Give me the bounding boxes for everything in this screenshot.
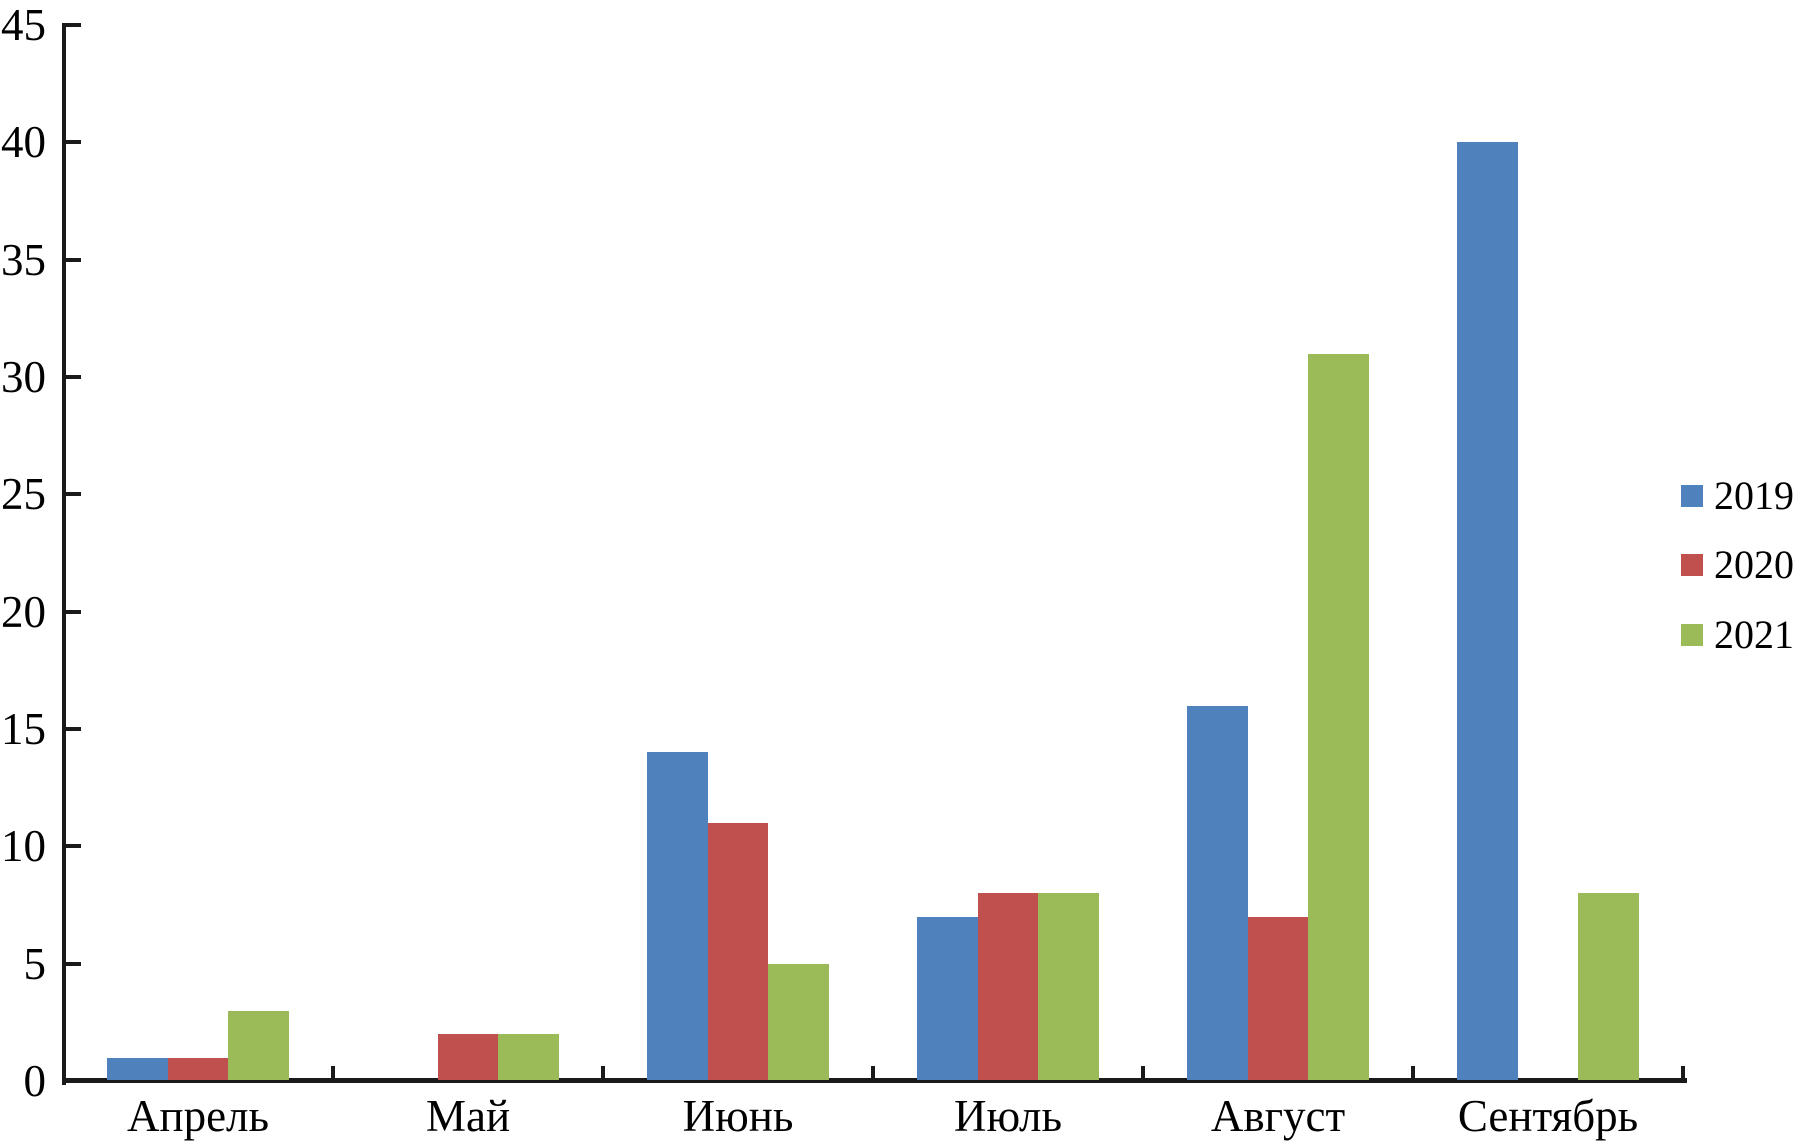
bar-2021-5 (1308, 353, 1369, 1080)
legend-swatch-2020 (1681, 554, 1703, 576)
bar-2019-3 (647, 752, 708, 1080)
y-tick-label: 15 (1, 704, 46, 754)
y-axis-tick (66, 961, 81, 966)
y-axis-tick (66, 140, 81, 145)
x-axis-tick (1411, 1066, 1415, 1081)
bar-2019-5 (1187, 705, 1248, 1080)
x-category-label: Апрель (126, 1091, 270, 1141)
x-axis-tick (1681, 1066, 1685, 1081)
y-axis-line (62, 23, 66, 1085)
legend-label-2020: 2020 (1714, 542, 1794, 587)
bar-2019-4 (917, 916, 978, 1080)
x-category-label: Июль (954, 1091, 1062, 1141)
bar-2021-4 (1038, 893, 1099, 1080)
y-tick-label: 0 (23, 1056, 47, 1106)
y-tick-label: 45 (1, 0, 46, 50)
x-category-label: Май (425, 1091, 511, 1141)
x-axis-tick (601, 1066, 605, 1081)
y-tick-label: 5 (23, 938, 47, 989)
bar-2020-3 (707, 822, 769, 1080)
bar-2020-2 (437, 1034, 499, 1080)
legend-item-2019: 2019 (1681, 476, 1794, 516)
y-axis-tick (66, 609, 81, 614)
y-tick-label: 25 (1, 469, 46, 520)
legend-swatch-2019 (1681, 485, 1703, 507)
bar-2020-4 (977, 893, 1039, 1080)
x-category-label: Август (1210, 1091, 1346, 1141)
bar-2020-5 (1247, 916, 1309, 1080)
legend-item-2020: 2020 (1681, 545, 1794, 585)
bar-2021-2 (498, 1034, 559, 1080)
y-axis-tick (66, 375, 81, 379)
x-axis-tick (1141, 1066, 1145, 1081)
bar-2021-6 (1578, 893, 1639, 1080)
legend-item-2021: 2021 (1681, 615, 1794, 655)
x-axis-tick (871, 1066, 875, 1081)
bar-2019-1 (107, 1057, 168, 1080)
bar-2021-3 (768, 963, 829, 1080)
y-tick-label: 35 (1, 234, 46, 285)
bar-2021-1 (228, 1010, 289, 1080)
y-tick-label: 20 (1, 586, 46, 637)
x-category-label: Сентябрь (1457, 1091, 1639, 1141)
bar-2019-6 (1457, 142, 1518, 1080)
y-tick-label: 10 (1, 821, 46, 872)
y-axis-tick (66, 492, 81, 497)
y-axis-tick (66, 23, 81, 27)
x-axis-tick (331, 1066, 335, 1081)
y-axis-tick (66, 844, 81, 849)
y-axis-tick (66, 727, 81, 731)
y-tick-label: 40 (1, 117, 46, 168)
legend-label-2019: 2019 (1714, 473, 1794, 518)
legend-label-2021: 2021 (1714, 612, 1794, 657)
y-axis-tick (66, 257, 81, 262)
legend-swatch-2021 (1681, 624, 1703, 646)
x-category-label: Июнь (682, 1091, 794, 1141)
y-tick-label: 30 (1, 352, 46, 402)
bar-2020-1 (167, 1057, 229, 1080)
